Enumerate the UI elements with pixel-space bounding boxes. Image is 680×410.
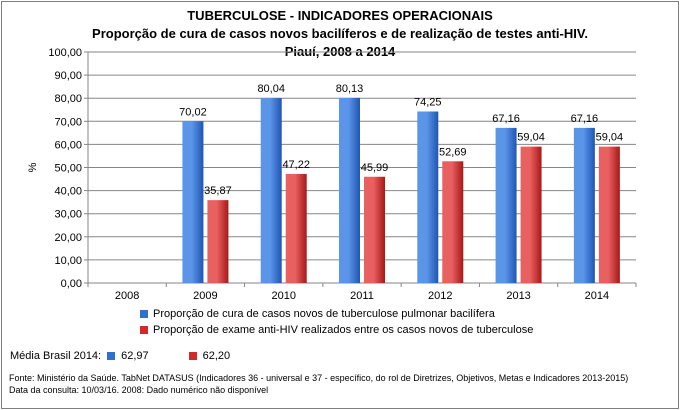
- data-label-cura: 67,16: [492, 113, 520, 125]
- data-label-cura: 80,13: [336, 83, 364, 95]
- data-label-hiv: 45,99: [361, 162, 389, 174]
- x-tick-label: 2012: [428, 290, 452, 302]
- bar-cura: [573, 127, 595, 283]
- data-label-hiv: 52,69: [439, 146, 467, 158]
- media-brasil-swatch-hiv: [188, 352, 197, 360]
- legend-item-hiv: Proporção de exame anti-HIV realizados e…: [140, 322, 533, 338]
- consultation-date-line: Data da consulta: 10/03/16. 2008: Dado n…: [9, 385, 269, 395]
- bar-hiv: [598, 146, 620, 283]
- legend-item-cura: Proporção de cura de casos novos de tube…: [140, 306, 533, 322]
- data-label-cura: 80,04: [257, 83, 285, 95]
- data-label-hiv: 47,22: [282, 159, 310, 171]
- chart-subtitle: Proporção de cura de casos novos bacilíf…: [92, 26, 588, 41]
- bar-cura: [417, 111, 439, 283]
- x-tick-label: 2011: [350, 290, 374, 302]
- media-brasil-label: Média Brasil 2014:: [10, 350, 102, 362]
- legend-label-hiv: Proporção de exame anti-HIV realizados e…: [153, 324, 534, 336]
- data-label-hiv: 59,04: [596, 132, 624, 144]
- bar-hiv: [442, 161, 464, 283]
- legend-swatch-cura: [140, 310, 148, 318]
- media-brasil-swatch-cura: [107, 352, 116, 360]
- x-tick-label: 2013: [506, 290, 530, 302]
- y-axis-label: %: [27, 162, 39, 172]
- media-brasil-value-hiv: 62,20: [202, 350, 231, 362]
- y-tick-label: 40,00: [54, 186, 82, 198]
- x-tick-label: 2008: [115, 290, 139, 302]
- bar-cura: [339, 97, 360, 284]
- y-tick-label: 70,00: [54, 116, 82, 128]
- y-tick-label: 0,00: [61, 278, 82, 290]
- x-tick-label: 2010: [271, 290, 295, 302]
- chart-title: TUBERCULOSE - INDICADORES OPERACIONAIS: [187, 8, 493, 23]
- legend-swatch-hiv: [140, 326, 148, 334]
- bar-hiv: [520, 146, 542, 283]
- legend-label-cura: Proporção de cura de casos novos de tube…: [153, 308, 495, 320]
- y-tick-label: 90,00: [54, 70, 82, 82]
- source-note: Fonte: Ministério da Saúde. TabNet DATAS…: [9, 372, 669, 396]
- y-tick-label: 80,00: [54, 93, 82, 105]
- y-tick-label: 100,00: [48, 47, 82, 59]
- source-line: Fonte: Ministério da Saúde. TabNet DATAS…: [9, 373, 629, 383]
- bar-hiv: [364, 176, 385, 283]
- legend: Proporção de cura de casos novos de tube…: [140, 306, 533, 338]
- y-tick-label: 30,00: [54, 209, 82, 221]
- y-tick-label: 10,00: [54, 255, 82, 267]
- data-label-hiv: 59,04: [517, 132, 545, 144]
- y-tick-label: 60,00: [54, 139, 82, 151]
- media-brasil-value-cura: 62,97: [121, 350, 149, 362]
- bar-cura: [182, 121, 204, 283]
- y-tick-label: 50,00: [54, 163, 82, 175]
- bar-cura: [260, 98, 282, 283]
- y-tick-label: 20,00: [54, 232, 82, 244]
- data-label-cura: 70,02: [179, 106, 207, 118]
- bar-hiv: [285, 173, 307, 283]
- data-label-cura: 67,16: [571, 113, 599, 125]
- data-label-hiv: 35,87: [204, 185, 232, 197]
- bar-hiv: [207, 200, 229, 283]
- data-label-cura: 74,25: [414, 96, 442, 108]
- bar-cura: [495, 127, 517, 283]
- media-brasil: Média Brasil 2014: 62,97 62,20: [10, 350, 264, 362]
- x-tick-label: 2014: [585, 290, 609, 302]
- x-tick-label: 2009: [193, 290, 217, 302]
